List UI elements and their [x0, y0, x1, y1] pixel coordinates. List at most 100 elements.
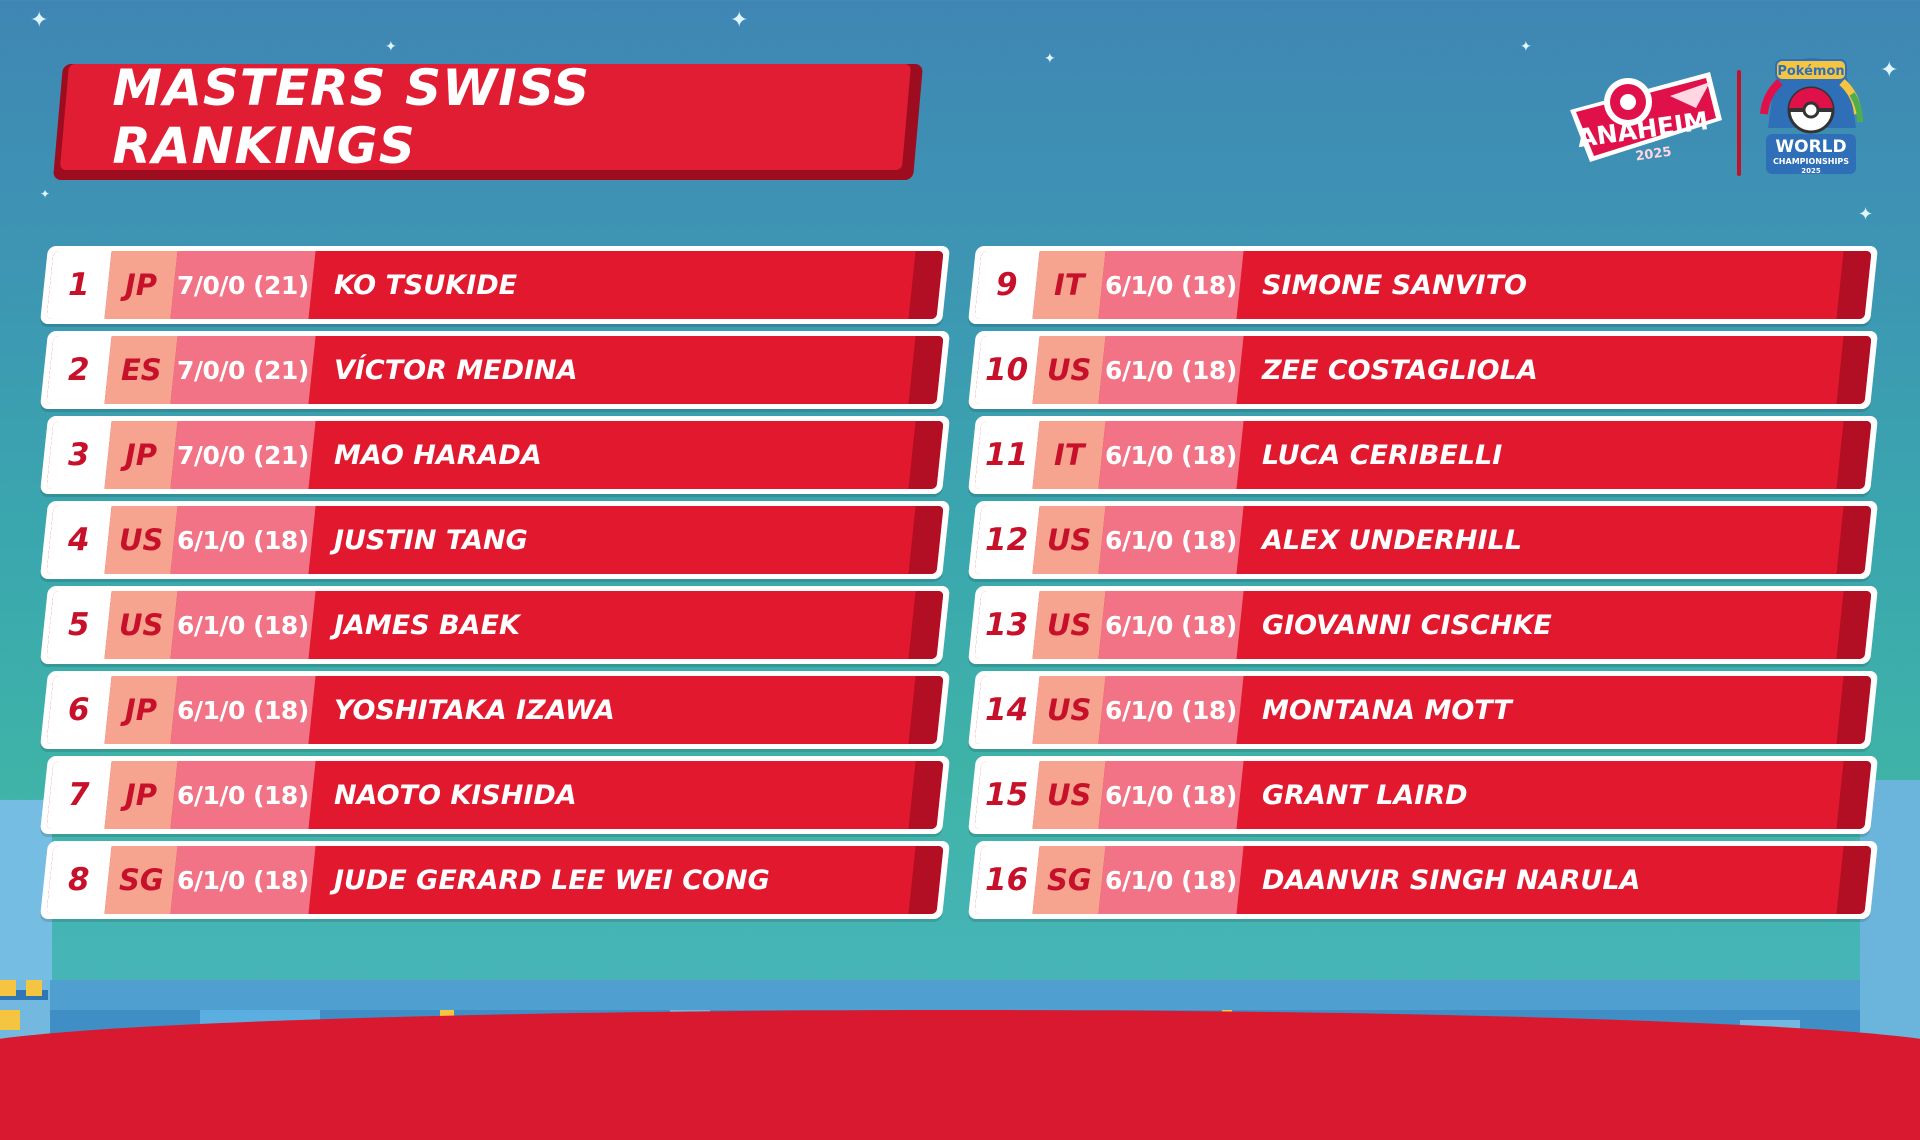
pokemon-wordmark: Pokémon [1777, 64, 1844, 79]
country-cell: US [1032, 676, 1106, 744]
name-cell: NAOTO KISHIDA [308, 761, 913, 829]
record-value: 6/1/0 (18) [1105, 610, 1237, 640]
title-banner: MASTERS SWISS RANKINGS [52, 59, 924, 180]
rank-number: 7 [68, 777, 90, 813]
record-value: 6/1/0 (18) [1105, 525, 1237, 555]
rank-number: 8 [68, 862, 90, 898]
player-name: SIMONE SANVITO [1262, 269, 1528, 301]
rankings-column-right: 9 IT 6/1/0 (18) SIMONE SANVITO 10 US 6/1… [967, 246, 1879, 926]
rank-number: 12 [985, 522, 1029, 558]
record-cell: 6/1/0 (18) [1098, 336, 1244, 404]
anaheim-year: 2025 [1635, 145, 1673, 165]
record-value: 6/1/0 (18) [177, 865, 309, 895]
country-cell: ES [104, 336, 178, 404]
ranking-row: 12 US 6/1/0 (18) ALEX UNDERHILL [967, 501, 1879, 579]
country-cell: US [104, 506, 178, 574]
player-name: JUSTIN TANG [334, 524, 528, 556]
championships-text: CHAMPIONSHIPS [1773, 157, 1849, 166]
ranking-row: 10 US 6/1/0 (18) ZEE COSTAGLIOLA [967, 331, 1879, 409]
player-name: NAOTO KISHIDA [334, 779, 577, 811]
record-value: 6/1/0 (18) [177, 780, 309, 810]
country-code: SG [118, 863, 164, 897]
name-cell: GRANT LAIRD [1236, 761, 1841, 829]
name-cell: VÍCTOR MEDINA [308, 336, 913, 404]
rank-cell: 4 [46, 506, 112, 574]
country-cell: US [1032, 761, 1106, 829]
rank-number: 10 [985, 352, 1029, 388]
sparkle-icon: ✦ [730, 8, 749, 33]
ranking-row: 7 JP 6/1/0 (18) NAOTO KISHIDA [39, 756, 951, 834]
player-name: DAANVIR SINGH NARULA [1262, 864, 1641, 896]
country-cell: US [1032, 591, 1106, 659]
logo-divider [1737, 70, 1741, 176]
sparkle-icon: ✦ [1044, 51, 1056, 67]
player-name: ALEX UNDERHILL [1262, 524, 1522, 556]
country-cell: JP [104, 421, 178, 489]
ranking-row: 13 US 6/1/0 (18) GIOVANNI CISCHKE [967, 586, 1879, 664]
player-name: KO TSUKIDE [334, 269, 518, 301]
country-cell: SG [104, 846, 178, 914]
player-name: MAO HARADA [334, 439, 542, 471]
rank-cell: 8 [46, 846, 112, 914]
record-cell: 7/0/0 (21) [170, 251, 316, 319]
player-name: ZEE COSTAGLIOLA [1262, 354, 1538, 386]
name-cell: ALEX UNDERHILL [1236, 506, 1841, 574]
record-cell: 7/0/0 (21) [170, 336, 316, 404]
country-code: US [118, 608, 164, 642]
country-code: JP [124, 778, 158, 812]
record-value: 6/1/0 (18) [177, 525, 309, 555]
player-name: JAMES BAEK [334, 609, 520, 641]
record-cell: 6/1/0 (18) [170, 676, 316, 744]
sparkle-icon: ✦ [1520, 39, 1532, 55]
player-name: JUDE GERARD LEE WEI CONG [334, 864, 770, 896]
country-cell: JP [104, 251, 178, 319]
record-value: 7/0/0 (21) [177, 270, 309, 300]
country-code: US [1046, 693, 1092, 727]
player-name: GIOVANNI CISCHKE [1262, 609, 1552, 641]
name-cell: SIMONE SANVITO [1236, 251, 1841, 319]
rank-cell: 6 [46, 676, 112, 744]
rank-cell: 1 [46, 251, 112, 319]
record-cell: 6/1/0 (18) [170, 846, 316, 914]
rank-cell: 10 [974, 336, 1040, 404]
rank-number: 9 [996, 267, 1018, 303]
record-value: 6/1/0 (18) [1105, 355, 1237, 385]
player-name: MONTANA MOTT [1262, 694, 1512, 726]
ranking-row: 14 US 6/1/0 (18) MONTANA MOTT [967, 671, 1879, 749]
rank-number: 15 [985, 777, 1029, 813]
country-cell: JP [104, 761, 178, 829]
rank-cell: 16 [974, 846, 1040, 914]
country-code: JP [124, 438, 158, 472]
record-cell: 6/1/0 (18) [1098, 421, 1244, 489]
rank-number: 5 [68, 607, 90, 643]
country-cell: IT [1032, 251, 1106, 319]
name-cell: LUCA CERIBELLI [1236, 421, 1841, 489]
ranking-row: 2 ES 7/0/0 (21) VÍCTOR MEDINA [39, 331, 951, 409]
country-cell: US [104, 591, 178, 659]
rank-number: 3 [68, 437, 90, 473]
rank-cell: 14 [974, 676, 1040, 744]
record-cell: 6/1/0 (18) [1098, 846, 1244, 914]
rank-number: 13 [985, 607, 1029, 643]
record-cell: 6/1/0 (18) [1098, 591, 1244, 659]
country-code: US [1046, 778, 1092, 812]
rank-cell: 2 [46, 336, 112, 404]
ranking-row: 4 US 6/1/0 (18) JUSTIN TANG [39, 501, 951, 579]
rank-number: 11 [985, 437, 1029, 473]
country-code: IT [1053, 268, 1085, 302]
rank-cell: 7 [46, 761, 112, 829]
record-cell: 6/1/0 (18) [170, 506, 316, 574]
country-code: US [118, 523, 164, 557]
sparkle-icon: ✦ [1880, 58, 1899, 83]
record-cell: 6/1/0 (18) [170, 591, 316, 659]
sparkle-icon: ✦ [385, 39, 397, 55]
record-cell: 6/1/0 (18) [170, 761, 316, 829]
rank-number: 16 [985, 862, 1029, 898]
stage-floor [0, 1010, 1920, 1140]
sparkle-icon: ✦ [1858, 204, 1874, 225]
ranking-row: 16 SG 6/1/0 (18) DAANVIR SINGH NARULA [967, 841, 1879, 919]
name-cell: YOSHITAKA IZAWA [308, 676, 913, 744]
record-value: 6/1/0 (18) [177, 695, 309, 725]
country-cell: SG [1032, 846, 1106, 914]
player-name: YOSHITAKA IZAWA [334, 694, 615, 726]
